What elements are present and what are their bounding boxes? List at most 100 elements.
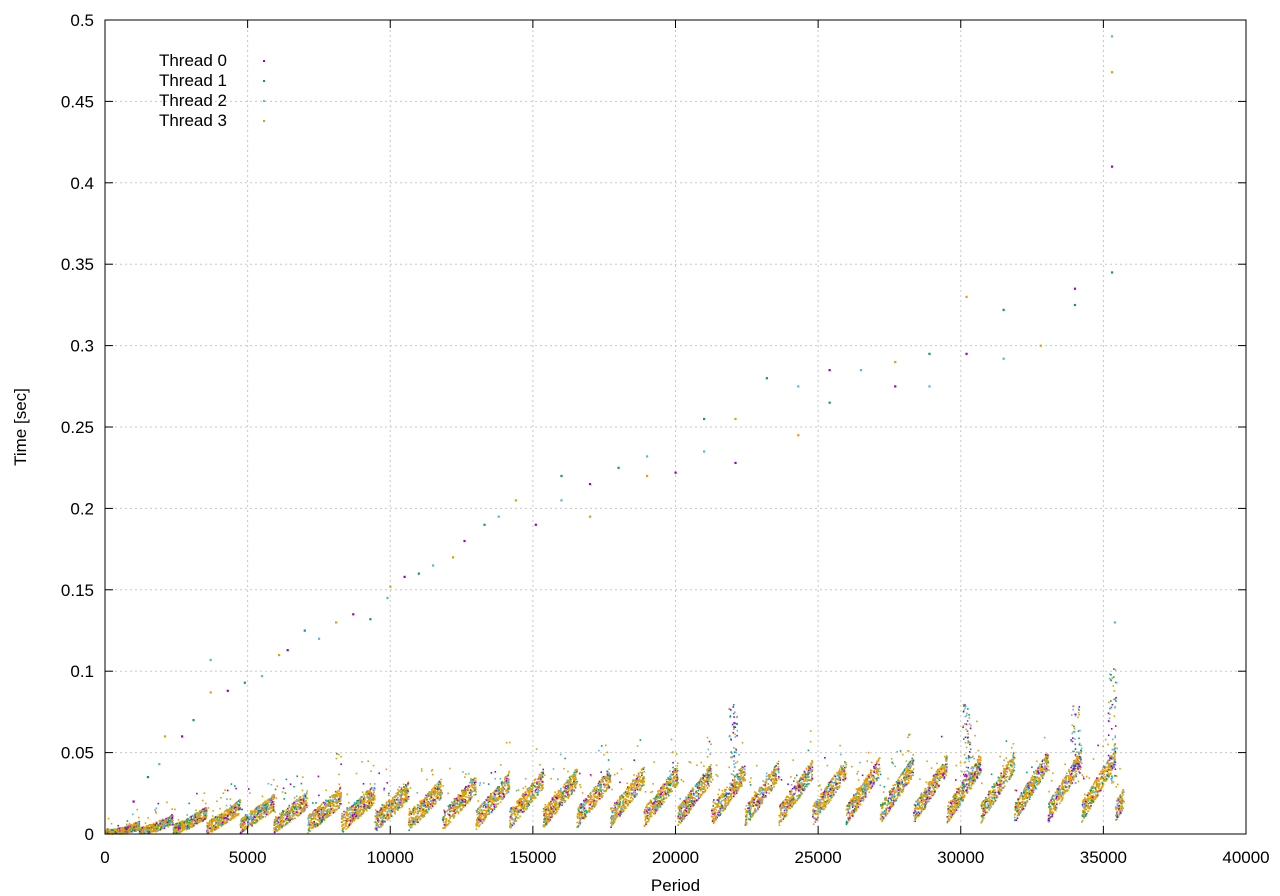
- bulk-point: [551, 797, 554, 799]
- bulk-point: [325, 799, 327, 802]
- bulk-point: [388, 799, 390, 802]
- bulk-point: [622, 800, 624, 803]
- bulk-point: [414, 823, 417, 826]
- bulk-point: [709, 773, 711, 776]
- bulk-point: [777, 760, 780, 763]
- bulk-point: [377, 821, 380, 823]
- bulk-point: [233, 813, 235, 816]
- bulk-point: [380, 823, 382, 825]
- bulk-point: [353, 803, 356, 806]
- bulk-point: [1074, 759, 1077, 761]
- bulk-point: [984, 813, 987, 815]
- bulk-point: [497, 793, 500, 795]
- bulk-point: [618, 797, 621, 799]
- bulk-point: [689, 799, 691, 802]
- bulk-point: [1080, 744, 1082, 747]
- bulk-point: [262, 809, 265, 811]
- bulk-point: [118, 830, 120, 832]
- bulk-point: [656, 797, 658, 799]
- bulk-point: [1065, 786, 1068, 789]
- bulk-point: [778, 822, 781, 824]
- bulk-points: [105, 668, 1125, 835]
- bulk-point: [713, 809, 716, 811]
- bulk-point: [605, 744, 607, 747]
- bulk-point: [647, 803, 650, 805]
- bulk-point: [557, 808, 560, 811]
- bulk-point: [745, 823, 748, 826]
- bulk-point: [810, 769, 812, 771]
- bulk-point: [646, 803, 649, 805]
- bulk-point: [1022, 808, 1025, 810]
- bulk-point: [723, 807, 725, 809]
- bulk-point: [478, 825, 480, 828]
- bulk-point: [298, 812, 301, 814]
- bulk-point: [445, 819, 447, 821]
- bulk-point: [1086, 805, 1088, 807]
- bulk-point: [1048, 769, 1050, 771]
- bulk-point: [145, 826, 147, 829]
- bulk-point: [892, 762, 894, 765]
- bulk-point: [1092, 797, 1094, 800]
- bulk-point: [674, 768, 676, 770]
- bulk-point: [461, 808, 463, 810]
- bulk-point: [658, 797, 661, 800]
- bulk-point: [851, 806, 854, 809]
- bulk-point: [778, 776, 780, 778]
- bulk-point: [540, 778, 543, 780]
- bulk-point: [326, 810, 329, 812]
- bulk-point: [867, 780, 869, 782]
- bulk-point: [242, 822, 245, 824]
- bulk-point: [709, 753, 711, 755]
- bulk-point: [506, 775, 508, 778]
- bulk-point: [375, 821, 377, 824]
- bulk-point: [517, 789, 520, 791]
- bulk-point: [1088, 793, 1090, 795]
- bulk-point: [463, 804, 465, 807]
- bulk-point: [545, 819, 548, 821]
- bulk-point: [1024, 789, 1027, 792]
- bulk-point: [750, 816, 752, 818]
- bulk-point: [747, 811, 749, 814]
- bulk-point: [646, 821, 648, 823]
- bulk-point: [1069, 773, 1072, 776]
- bulk-point: [547, 804, 549, 806]
- bulk-point: [429, 793, 432, 795]
- bulk-point: [805, 773, 807, 776]
- bulk-point: [456, 798, 459, 800]
- bulk-point: [1087, 805, 1089, 807]
- bulk-point: [606, 788, 608, 790]
- bulk-point: [652, 806, 655, 808]
- bulk-point: [866, 787, 868, 789]
- bulk-point: [534, 791, 536, 794]
- bulk-point: [695, 792, 697, 794]
- bulk-point: [647, 819, 650, 821]
- bulk-point: [956, 802, 959, 804]
- bulk-point: [405, 795, 408, 797]
- bulk-point: [177, 819, 180, 821]
- bulk-point: [229, 819, 231, 821]
- bulk-point: [962, 790, 964, 792]
- bulk-point: [825, 801, 828, 804]
- bulk-point: [356, 804, 359, 806]
- bulk-point: [136, 808, 138, 811]
- bulk-point: [225, 804, 228, 807]
- bulk-point: [325, 815, 327, 818]
- bulk-point: [622, 799, 625, 802]
- bulk-point: [604, 777, 606, 779]
- bulk-point: [743, 774, 746, 776]
- bulk-point: [709, 780, 711, 782]
- bulk-point: [663, 792, 665, 795]
- bulk-point: [731, 783, 734, 785]
- bulk-point: [630, 783, 632, 785]
- bulk-point: [836, 786, 839, 789]
- bulk-point: [898, 776, 900, 779]
- bulk-point: [591, 806, 593, 809]
- bulk-point: [824, 794, 826, 796]
- bulk-point: [858, 799, 860, 802]
- bulk-point: [382, 809, 384, 812]
- bulk-point: [744, 821, 747, 823]
- bulk-point: [712, 805, 715, 807]
- bulk-point: [282, 810, 284, 812]
- bulk-point: [1107, 774, 1109, 776]
- bulk-point: [244, 825, 247, 828]
